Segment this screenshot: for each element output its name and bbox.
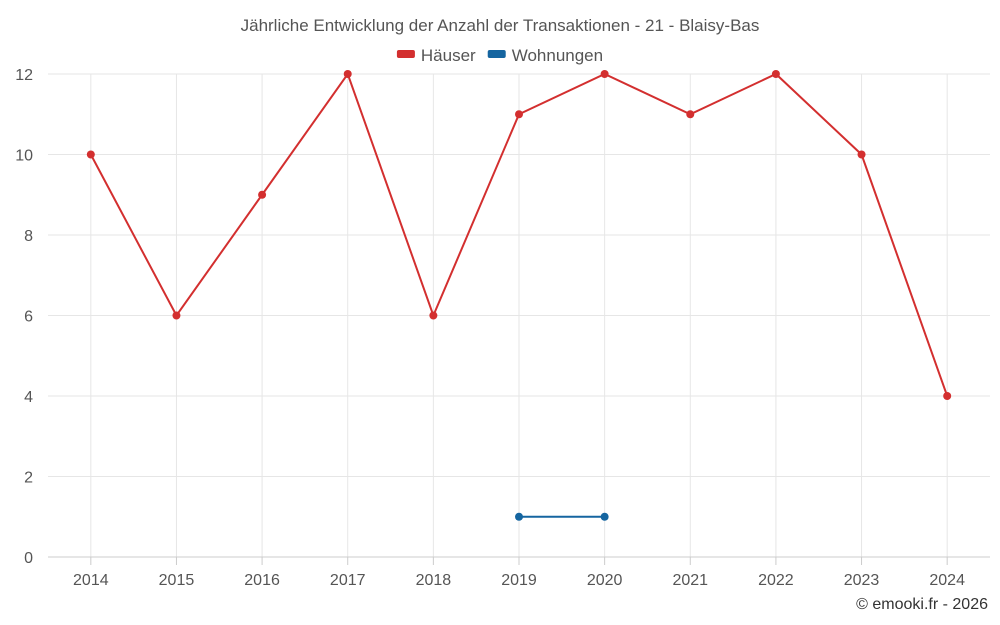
y-tick-label: 4 (24, 389, 33, 406)
data-point (515, 512, 523, 521)
data-point (86, 150, 95, 159)
y-tick-label: 8 (24, 228, 33, 245)
x-tick-label: 2015 (159, 572, 195, 589)
legend-swatch (396, 50, 415, 58)
x-tick-label: 2024 (929, 572, 965, 589)
x-tick-label: 2014 (73, 572, 109, 589)
data-point (515, 110, 523, 119)
data-point (857, 150, 866, 159)
grid (48, 73, 990, 557)
data-point (600, 512, 609, 521)
y-tick-label: 2 (24, 470, 33, 487)
x-tick-label: 2017 (330, 572, 366, 589)
y-tick-label: 10 (15, 148, 33, 165)
x-tick-label: 2018 (416, 572, 452, 589)
legend-label: Häuser (421, 46, 476, 65)
y-axis: 0 2 4 6 8 10 12 (15, 67, 33, 567)
y-tick-label: 12 (15, 67, 33, 84)
data-point (172, 311, 181, 320)
legend-item[interactable]: Wohnungen (487, 46, 603, 65)
credit-text: © emooki.fr - 2026 (856, 596, 988, 613)
x-axis: 2014 2015 2016 2017 2018 2019 2020 2021 2022 2023… (48, 556, 990, 589)
x-tick-label: 2020 (587, 572, 623, 589)
x-tick-label: 2023 (844, 572, 880, 589)
data-point (771, 70, 780, 78)
chart-title: Jährliche Entwicklung der Anzahl der Tra… (241, 16, 760, 35)
series (86, 70, 952, 521)
legend-label: Wohnungen (512, 46, 603, 65)
data-point (943, 392, 952, 400)
data-point (686, 110, 695, 119)
x-tick-label: 2021 (672, 572, 708, 589)
y-tick-label: 0 (24, 550, 33, 567)
x-tick-label: 2022 (758, 572, 794, 589)
data-point (429, 311, 438, 320)
data-point (600, 70, 609, 78)
legend: Häuser Wohnungen (396, 46, 603, 65)
data-point (343, 70, 352, 78)
y-tick-label: 6 (24, 309, 33, 326)
x-tick-label: 2016 (244, 572, 280, 589)
x-tick-label: 2019 (501, 572, 537, 589)
data-point (258, 190, 267, 199)
legend-swatch (487, 50, 506, 58)
legend-item[interactable]: Häuser (396, 46, 476, 65)
